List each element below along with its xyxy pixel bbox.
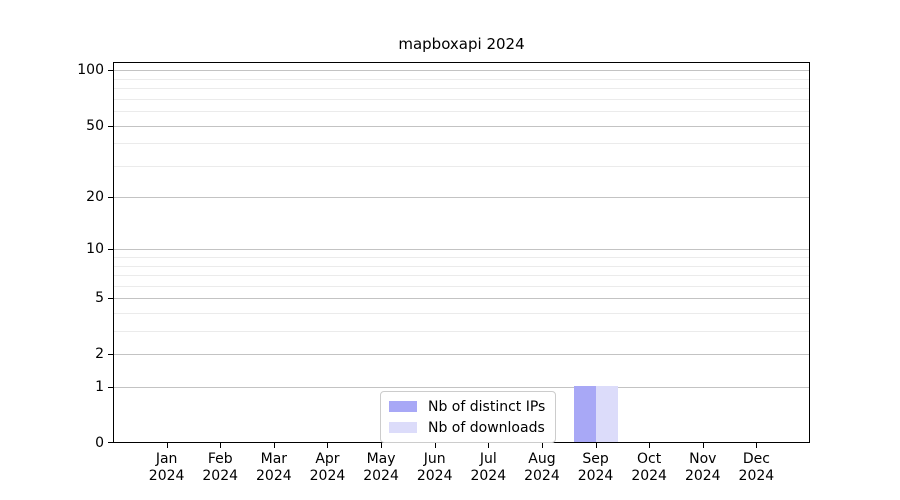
legend: Nb of distinct IPs Nb of downloads	[380, 391, 556, 443]
chart-title: mapboxapi 2024	[398, 35, 525, 53]
minor-gridline	[114, 78, 809, 80]
y-tick-mark	[108, 442, 113, 443]
x-tick-mark	[166, 443, 168, 448]
x-tick-mark	[488, 443, 490, 448]
y-tick-mark	[108, 70, 113, 72]
legend-label-distinct-ips: Nb of distinct IPs	[428, 398, 546, 415]
y-tick-label: 1	[95, 379, 104, 396]
y-tick-label: 100	[77, 62, 104, 79]
x-tick-year: 2024	[309, 468, 346, 484]
x-tick-label: May 2024	[349, 451, 413, 485]
x-tick-mark	[756, 443, 758, 448]
x-tick-label: Oct 2024	[617, 451, 681, 485]
x-tick-mark	[541, 443, 543, 448]
x-tick-label: Aug 2024	[510, 451, 574, 485]
y-tick-mark	[108, 197, 113, 199]
x-tick-year: 2024	[470, 468, 507, 484]
x-tick-mark	[649, 443, 651, 448]
x-tick-year: 2024	[631, 468, 667, 484]
x-tick-mark	[595, 443, 597, 448]
x-tick-mark	[327, 443, 329, 448]
x-tick-label: Nov 2024	[671, 451, 735, 485]
x-tick-year: 2024	[256, 468, 292, 484]
minor-gridline	[114, 265, 809, 267]
x-tick-year: 2024	[524, 468, 560, 484]
y-tick-mark	[108, 387, 113, 389]
x-tick-year: 2024	[202, 468, 239, 484]
bar-nb-of-downloads	[595, 386, 618, 442]
legend-row-downloads: Nb of downloads	[389, 419, 547, 436]
y-tick-label: 0	[95, 435, 104, 451]
x-tick-label: Feb 2024	[188, 451, 252, 485]
x-tick-label: Jun 2024	[403, 451, 467, 485]
major-gridline	[114, 354, 809, 356]
major-gridline	[114, 197, 809, 199]
y-tick-mark	[108, 298, 113, 300]
x-tick-year: 2024	[738, 468, 775, 484]
x-tick-mark	[434, 443, 436, 448]
major-gridline	[114, 249, 809, 251]
x-tick-mark	[220, 443, 222, 448]
minor-gridline	[114, 313, 809, 315]
x-tick-year: 2024	[416, 468, 453, 484]
y-tick-mark	[108, 249, 113, 251]
x-tick-year: 2024	[148, 468, 185, 484]
major-gridline	[114, 387, 809, 389]
minor-gridline	[114, 275, 809, 277]
minor-gridline	[114, 165, 809, 167]
minor-gridline	[114, 285, 809, 287]
y-tick-label: 20	[86, 189, 104, 206]
x-tick-label: Dec 2024	[724, 451, 788, 485]
y-tick-label: 10	[86, 241, 104, 258]
legend-swatch-downloads	[389, 422, 417, 433]
minor-gridline	[114, 88, 809, 90]
x-tick-label: Jul 2024	[456, 451, 520, 485]
y-tick-mark	[108, 354, 113, 356]
x-tick-year: 2024	[577, 468, 614, 484]
x-tick-year: 2024	[363, 468, 399, 484]
x-tick-label: Mar 2024	[242, 451, 306, 485]
x-tick-mark	[273, 443, 275, 448]
x-tick-label: Apr 2024	[295, 451, 359, 485]
y-tick-label: 5	[95, 290, 104, 307]
bar-nb-of-distinct-ips	[573, 386, 596, 442]
minor-gridline	[114, 257, 809, 259]
legend-swatch-distinct-ips	[389, 401, 417, 412]
minor-gridline	[114, 143, 809, 145]
x-tick-year: 2024	[684, 468, 721, 484]
minor-gridline	[114, 111, 809, 113]
y-tick-label: 2	[95, 346, 104, 363]
plot-area: Nb of distinct IPs Nb of downloads	[113, 62, 810, 443]
x-tick-label: Jan 2024	[135, 451, 199, 485]
x-tick-mark	[702, 443, 704, 448]
minor-gridline	[114, 331, 809, 333]
x-tick-label: Sep 2024	[564, 451, 628, 485]
minor-gridline	[114, 98, 809, 100]
legend-row-distinct-ips: Nb of distinct IPs	[389, 398, 547, 415]
y-tick-label: 50	[86, 117, 104, 134]
x-tick-mark	[381, 443, 383, 448]
major-gridline	[114, 70, 809, 72]
legend-label-downloads: Nb of downloads	[428, 419, 545, 436]
major-gridline	[114, 125, 809, 127]
y-tick-mark	[108, 125, 113, 127]
major-gridline	[114, 298, 809, 300]
